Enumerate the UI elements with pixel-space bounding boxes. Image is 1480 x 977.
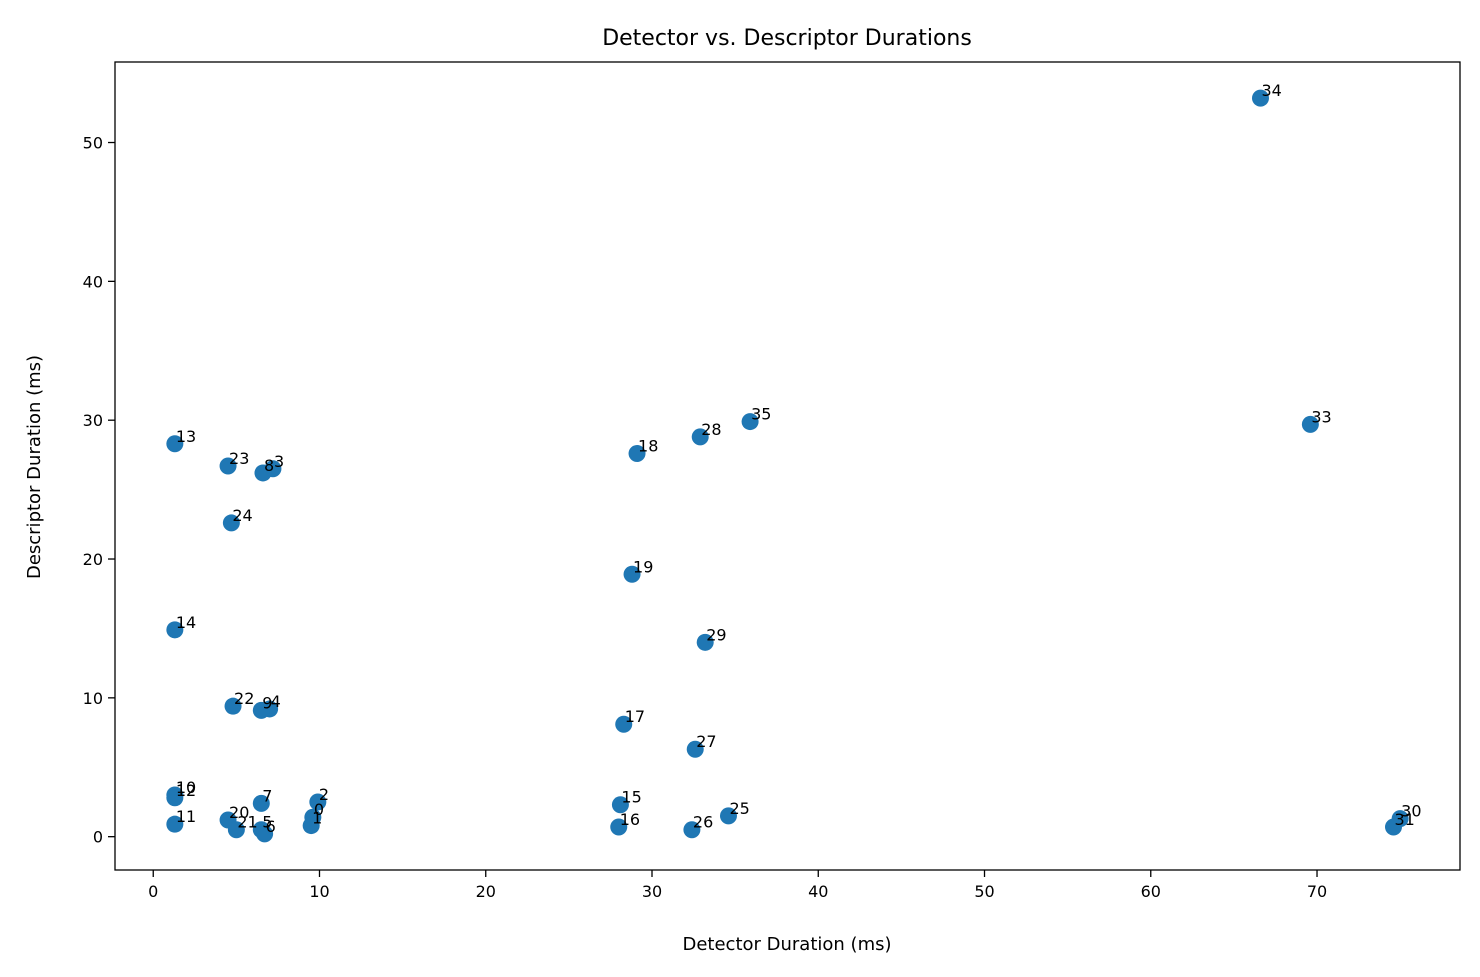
x-tick-label: 30 [642, 882, 662, 901]
point-label: 13 [176, 427, 196, 446]
point-label: 22 [234, 689, 254, 708]
data-point [683, 821, 701, 839]
point-label: 17 [625, 707, 645, 726]
x-tick-label: 70 [1307, 882, 1327, 901]
point-label: 20 [229, 803, 249, 822]
x-tick-label: 10 [309, 882, 329, 901]
data-point [309, 793, 327, 811]
data-point [302, 817, 320, 835]
point-labels: 0123456789101112131415161718192021222324… [176, 81, 1422, 836]
point-label: 6 [266, 817, 276, 836]
point-label: 11 [176, 807, 196, 826]
point-label: 33 [1311, 407, 1331, 426]
data-point [166, 815, 184, 833]
data-point [691, 428, 709, 446]
data-point [256, 825, 274, 843]
x-tick-label: 50 [974, 882, 994, 901]
point-label: 10 [176, 778, 196, 797]
point-label: 28 [701, 420, 721, 439]
point-label: 7 [262, 786, 272, 805]
data-point [252, 794, 270, 812]
y-tick-label: 0 [93, 828, 103, 847]
point-label: 4 [271, 692, 281, 711]
data-point [166, 435, 184, 453]
data-point [611, 796, 629, 814]
y-tick-label: 40 [83, 272, 103, 291]
y-tick-label: 30 [83, 411, 103, 430]
data-point [227, 821, 245, 839]
point-label: 34 [1261, 81, 1281, 100]
data-point [615, 715, 633, 733]
point-label: 27 [696, 732, 716, 751]
data-point [222, 514, 240, 532]
x-tick-label: 40 [808, 882, 828, 901]
data-point [252, 701, 270, 719]
point-label: 2 [319, 785, 329, 804]
point-label: 12 [176, 781, 196, 800]
point-label: 31 [1394, 810, 1414, 829]
point-label: 18 [638, 437, 658, 456]
point-label: 25 [729, 799, 749, 818]
data-point [696, 633, 714, 651]
y-tick-label: 50 [83, 134, 103, 153]
point-label: 5 [262, 813, 272, 832]
point-label: 8 [264, 456, 274, 475]
point-label: 15 [621, 788, 641, 807]
data-point [166, 789, 184, 807]
point-label: 0 [314, 800, 324, 819]
data-point [254, 464, 272, 482]
x-axis-label: Detector Duration (ms) [682, 934, 891, 955]
data-point [1301, 415, 1319, 433]
y-tick-label: 10 [83, 689, 103, 708]
point-label: 21 [237, 813, 257, 832]
point-label: 30 [1401, 802, 1421, 821]
point-label: 16 [620, 810, 640, 829]
data-point [224, 697, 242, 715]
data-point [741, 413, 759, 431]
point-label: 26 [693, 813, 713, 832]
data-point [1251, 89, 1269, 107]
data-point [610, 818, 628, 836]
point-label: 19 [633, 557, 653, 576]
data-point [628, 445, 646, 463]
data-point [719, 807, 737, 825]
point-label: 9 [262, 693, 272, 712]
data-point [623, 565, 641, 583]
x-tick-label: 0 [148, 882, 158, 901]
data-point [219, 457, 237, 475]
x-tick-label: 20 [476, 882, 496, 901]
point-label: 1 [312, 809, 322, 828]
point-label: 24 [232, 506, 252, 525]
point-label: 23 [229, 449, 249, 468]
plot-frame [114, 61, 1461, 871]
x-tick-label: 60 [1141, 882, 1161, 901]
point-label: 14 [176, 613, 196, 632]
data-point [1384, 818, 1402, 836]
data-points [166, 89, 1409, 843]
point-label: 3 [274, 452, 284, 471]
point-label: 35 [751, 405, 771, 424]
y-axis-label: Descriptor Duration (ms) [24, 355, 45, 579]
data-point [686, 740, 704, 758]
point-label: 29 [706, 625, 726, 644]
chart-title: Detector vs. Descriptor Durations [602, 26, 972, 51]
y-tick-label: 20 [83, 550, 103, 569]
data-point [166, 621, 184, 639]
